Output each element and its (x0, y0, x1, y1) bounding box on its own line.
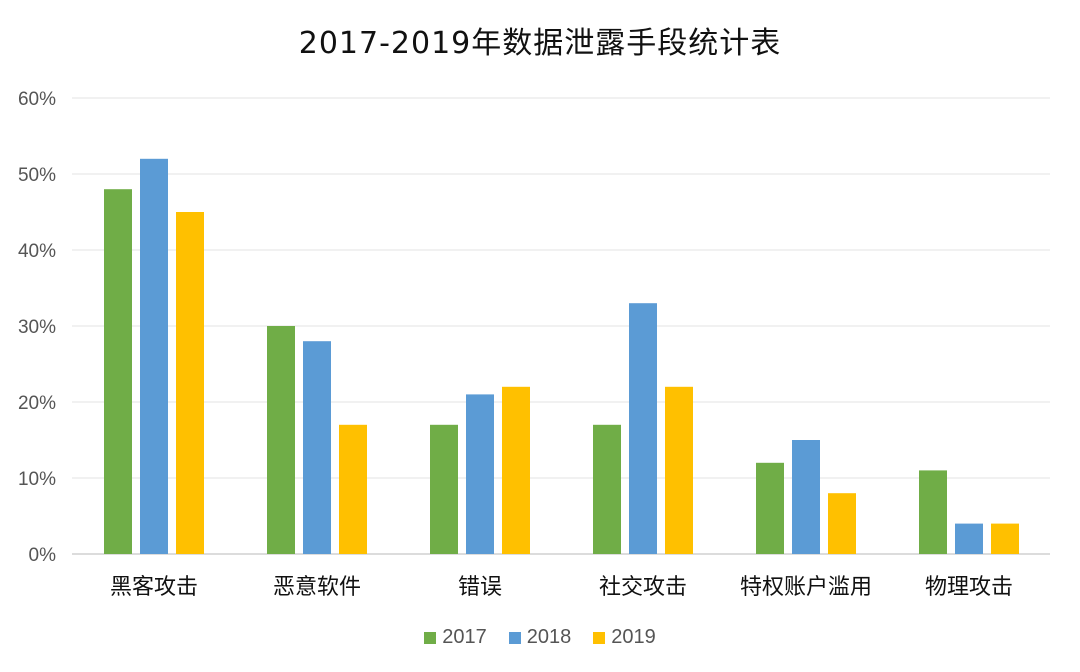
y-tick-label: 40% (18, 241, 56, 262)
y-tick-label: 50% (18, 165, 56, 186)
x-tick-label: 社交攻击 (599, 575, 687, 600)
x-tick-label: 黑客攻击 (110, 575, 198, 600)
legend-label: 2018 (526, 626, 572, 648)
legend-item: 2018 (508, 626, 572, 649)
bar-2019 (502, 386, 530, 554)
x-axis-ticks: 黑客攻击 恶意软件 错误 社交攻击 特权账户滥用 物理攻击 (110, 575, 1013, 600)
legend-label: 2019 (611, 626, 656, 648)
y-tick-label: 10% (18, 469, 56, 490)
y-axis-ticks: 0% 10% 20% 30% 40% 50% 60% (18, 89, 56, 566)
x-tick-label: 错误 (458, 575, 502, 600)
bar-2017 (430, 424, 458, 554)
bar-2018 (303, 341, 331, 554)
legend: 2017 2018 2019 (0, 626, 1080, 649)
bar-2018 (629, 303, 657, 554)
y-tick-label: 60% (18, 89, 56, 110)
legend-item: 2017 (424, 626, 487, 649)
legend-swatch (508, 631, 521, 644)
y-tick-label: 0% (29, 545, 57, 566)
bar-2017 (104, 189, 132, 554)
bar-2019 (828, 493, 856, 554)
bar-2017 (919, 470, 947, 554)
legend-item: 2019 (593, 626, 656, 649)
bar-2019 (665, 386, 693, 554)
y-tick-label: 30% (18, 317, 56, 338)
bars (104, 158, 1019, 555)
bar-2018 (140, 158, 168, 555)
bar-2017 (267, 326, 295, 554)
legend-swatch (424, 631, 437, 644)
bar-2019 (991, 523, 1019, 554)
legend-swatch (593, 631, 606, 644)
bar-2017 (593, 424, 621, 554)
bar-2019 (339, 424, 367, 554)
grid-lines (72, 97, 1050, 555)
chart-title: 2017-2019年数据泄露手段统计表 (298, 26, 782, 61)
bar-2018 (955, 523, 983, 554)
bar-2018 (466, 394, 494, 554)
bar-2018 (792, 440, 820, 554)
bar-2019 (176, 212, 204, 554)
legend-label: 2017 (442, 626, 487, 648)
x-tick-label: 特权账户滥用 (740, 575, 872, 600)
y-tick-label: 20% (18, 393, 56, 414)
x-tick-label: 恶意软件 (273, 575, 361, 600)
x-tick-label: 物理攻击 (925, 575, 1013, 600)
bar-2017 (756, 462, 784, 554)
